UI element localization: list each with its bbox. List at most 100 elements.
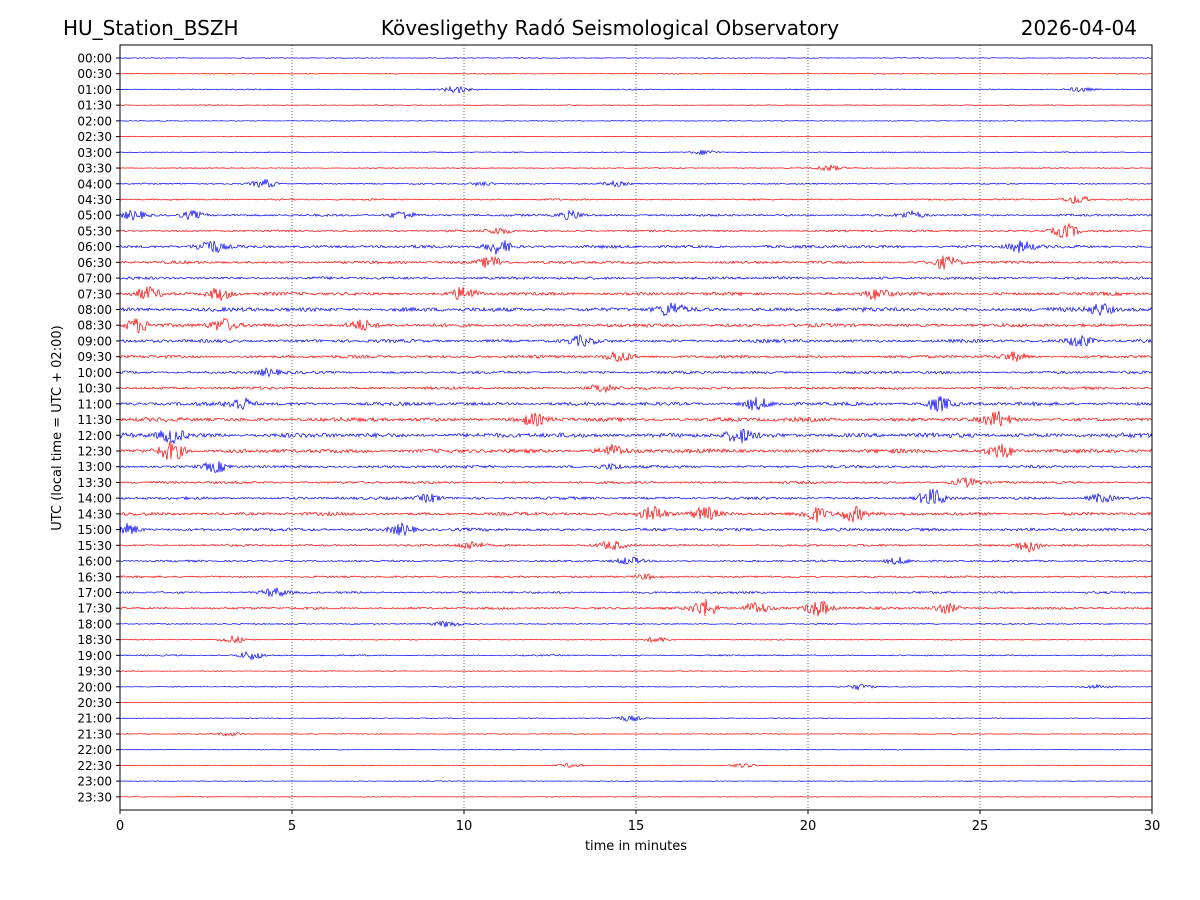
row-time-label: 02:00 <box>77 114 112 128</box>
trace-1330 <box>119 477 1153 489</box>
row-time-label: 21:30 <box>77 727 112 741</box>
row-time-label: 22:30 <box>77 759 112 773</box>
trace-1400 <box>119 488 1153 505</box>
row-time-label: 20:00 <box>77 680 112 694</box>
x-tick-label: 25 <box>972 819 989 834</box>
trace-0500 <box>119 209 1153 222</box>
trace-0000 <box>119 57 1153 59</box>
x-tick-label: 0 <box>116 819 124 834</box>
trace-0600 <box>119 240 1153 255</box>
row-time-label: 23:30 <box>77 790 112 804</box>
row-time-label: 17:30 <box>77 602 112 616</box>
row-time-label: 14:30 <box>77 507 112 521</box>
trace-rows <box>119 57 1153 798</box>
x-tick-label: 20 <box>800 819 817 834</box>
trace-2330 <box>119 796 1153 798</box>
trace-2130 <box>119 732 1153 737</box>
row-time-label: 18:00 <box>77 617 112 631</box>
row-time-label: 13:30 <box>77 476 112 490</box>
trace-0530 <box>119 222 1153 238</box>
row-time-label: 10:00 <box>77 366 112 380</box>
trace-2100 <box>119 715 1153 722</box>
row-time-label: 04:30 <box>77 193 112 207</box>
row-time-label: 08:00 <box>77 303 112 317</box>
row-time-label: 03:00 <box>77 146 112 160</box>
trace-0800 <box>119 302 1153 317</box>
row-time-label: 03:30 <box>77 162 112 176</box>
trace-0730 <box>119 285 1153 301</box>
row-time-label: 05:00 <box>77 209 112 223</box>
trace-2000 <box>119 683 1153 691</box>
row-time-label: 00:00 <box>77 52 112 66</box>
row-time-label: 16:30 <box>77 570 112 584</box>
trace-1830 <box>119 634 1153 644</box>
row-time-label: 01:00 <box>77 83 112 97</box>
x-tick-labels: 0 5 10 15 20 25 30 <box>116 810 1160 834</box>
trace-1700 <box>119 587 1153 598</box>
row-time-label: 19:00 <box>77 649 112 663</box>
row-time-label: 08:30 <box>77 319 112 333</box>
row-time-label: 06:30 <box>77 256 112 270</box>
row-time-label: 19:30 <box>77 665 112 679</box>
row-time-label: 16:00 <box>77 555 112 569</box>
row-time-label: 12:00 <box>77 429 112 443</box>
trace-1500 <box>119 521 1153 537</box>
trace-0930 <box>119 350 1153 363</box>
trace-1430 <box>119 505 1153 523</box>
trace-1130 <box>119 410 1153 427</box>
trace-0700 <box>119 275 1153 281</box>
trace-1900 <box>119 650 1153 661</box>
row-time-label: 02:30 <box>77 130 112 144</box>
x-tick-label: 30 <box>1144 819 1161 834</box>
row-time-label: 11:30 <box>77 413 112 427</box>
row-time-label: 18:30 <box>77 633 112 647</box>
x-axis-label: time in minutes <box>585 839 687 854</box>
trace-1530 <box>119 540 1153 553</box>
date-title: 2026-04-04 <box>1021 16 1137 40</box>
row-time-label: 11:00 <box>77 397 112 411</box>
row-time-label: 20:30 <box>77 696 112 710</box>
row-time-label: 23:00 <box>77 775 112 789</box>
row-time-label: 15:00 <box>77 523 112 537</box>
row-time-label: 06:00 <box>77 240 112 254</box>
trace-1930 <box>119 670 1153 672</box>
trace-1100 <box>119 396 1153 412</box>
trace-1200 <box>119 428 1153 445</box>
trace-1630 <box>119 573 1153 580</box>
trace-2030 <box>119 701 1153 704</box>
row-time-label: 21:00 <box>77 712 112 726</box>
row-time-label: 04:00 <box>77 177 112 191</box>
row-time-label: 17:00 <box>77 586 112 600</box>
row-time-label: 07:00 <box>77 272 112 286</box>
row-time-label: 09:00 <box>77 334 112 348</box>
trace-2230 <box>119 762 1153 769</box>
plot-frame <box>119 44 1153 811</box>
y-axis-label: UTC (local time = UTC + 02:00) <box>50 325 65 530</box>
row-time-label: 01:30 <box>77 99 112 113</box>
row-time-label: 05:30 <box>77 224 112 238</box>
trace-2200 <box>119 748 1153 751</box>
trace-0830 <box>119 317 1153 333</box>
trace-0200 <box>119 120 1153 122</box>
trace-0630 <box>119 255 1153 270</box>
x-tick-label: 5 <box>288 819 296 834</box>
trace-0100 <box>119 85 1153 94</box>
trace-1000 <box>119 367 1153 378</box>
row-time-label: 10:30 <box>77 382 112 396</box>
row-time-label: 00:30 <box>77 67 112 81</box>
row-time-label: 14:00 <box>77 492 112 506</box>
observatory-title: Kövesligethy Radó Seismological Observat… <box>381 16 839 40</box>
trace-0430 <box>119 195 1153 204</box>
trace-1800 <box>119 620 1153 628</box>
station-title: HU_Station_BSZH <box>63 16 239 40</box>
trace-1300 <box>119 461 1153 474</box>
row-time-label: 07:30 <box>77 287 112 301</box>
trace-0330 <box>119 163 1153 172</box>
trace-0230 <box>119 135 1153 138</box>
trace-0030 <box>119 72 1153 75</box>
trace-0900 <box>119 334 1153 347</box>
trace-0400 <box>119 178 1153 188</box>
x-tick-label: 10 <box>456 819 473 834</box>
